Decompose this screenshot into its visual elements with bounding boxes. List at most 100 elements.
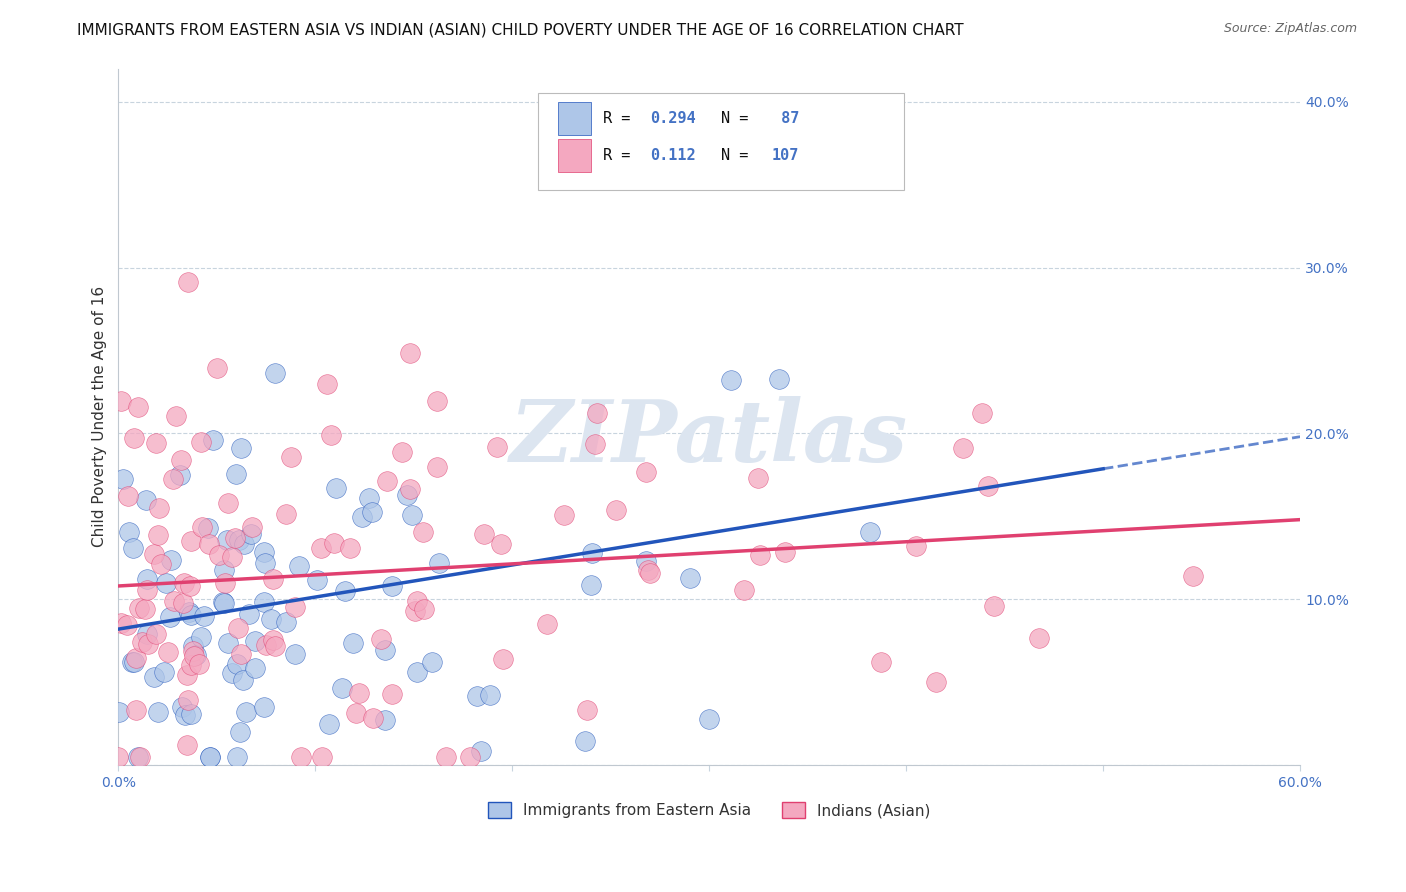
Point [176,668,198,682]
Point [142,547,165,561]
Bar [558,139,591,172]
Point [118,525,141,540]
Point [634,465,657,479]
Point [179,579,201,593]
Point [170,453,193,467]
Bar [558,102,591,136]
Point [176,739,198,753]
Point [262,572,284,586]
Point [135,492,157,507]
Text: N =: N = [721,112,758,126]
Point [190,435,212,450]
Point [187,657,209,671]
Point [319,427,342,442]
Point [127,749,149,764]
Point [399,345,422,359]
Point [177,605,200,619]
Point [134,602,156,616]
Point [115,618,138,632]
Text: ZIPatlas: ZIPatlas [510,396,908,480]
Point [395,488,418,502]
Point [458,749,481,764]
Point [486,441,509,455]
Point [160,553,183,567]
Point [342,636,364,650]
Point [124,703,146,717]
Point [226,621,249,635]
Point [226,657,249,671]
Point [197,521,219,535]
Text: Source: ZipAtlas.com: Source: ZipAtlas.com [1223,22,1357,36]
Point [478,689,501,703]
Point [107,749,129,764]
Point [212,563,235,577]
Point [773,545,796,559]
Point [260,612,283,626]
Point [253,700,276,714]
Point [536,616,558,631]
Point [177,693,200,707]
Point [217,635,239,649]
Point [583,437,606,451]
Point [574,734,596,748]
Text: IMMIGRANTS FROM EASTERN ASIA VS INDIAN (ASIAN) CHILD POVERTY UNDER THE AGE OF 16: IMMIGRANTS FROM EASTERN ASIA VS INDIAN (… [77,22,965,37]
Point [904,539,927,553]
Point [232,673,254,687]
Point [976,478,998,492]
Point [264,639,287,653]
Point [198,537,221,551]
Point [181,639,204,653]
Point [288,559,311,574]
Point [229,647,252,661]
Point [412,524,434,539]
Point [122,431,145,445]
Point [253,545,276,559]
Point [224,532,246,546]
Point [465,689,488,703]
Point [143,670,166,684]
Text: N =: N = [721,148,758,163]
Point [634,554,657,568]
Point [198,749,221,764]
Point [347,686,370,700]
Point [254,639,277,653]
Point [149,557,172,571]
Point [145,627,167,641]
Point [401,508,423,523]
Point [332,681,354,695]
Text: 87: 87 [772,112,799,126]
Point [198,749,221,764]
Point [553,508,575,523]
Point [412,601,434,615]
Text: 0.112: 0.112 [650,148,696,163]
Point [183,649,205,664]
Point [235,705,257,719]
Point [146,706,169,720]
Point [280,450,302,465]
Point [434,749,457,764]
Point [869,655,891,669]
Point [122,541,145,555]
FancyBboxPatch shape [538,93,904,190]
Point [177,275,200,289]
Text: 107: 107 [772,148,799,163]
Point [190,630,212,644]
Point [112,471,135,485]
Point [333,583,356,598]
Point [110,394,132,409]
Point [720,373,742,387]
Point [215,533,238,547]
Point [859,525,882,540]
Legend: Immigrants from Eastern Asia, Indians (Asian): Immigrants from Eastern Asia, Indians (A… [482,796,936,824]
Point [284,600,307,615]
Point [180,608,202,623]
Point [325,481,347,495]
Point [474,527,496,541]
Point [172,596,194,610]
Point [201,433,224,447]
Point [264,366,287,380]
Point [174,708,197,723]
Point [117,489,139,503]
Point [489,537,512,551]
Point [146,528,169,542]
